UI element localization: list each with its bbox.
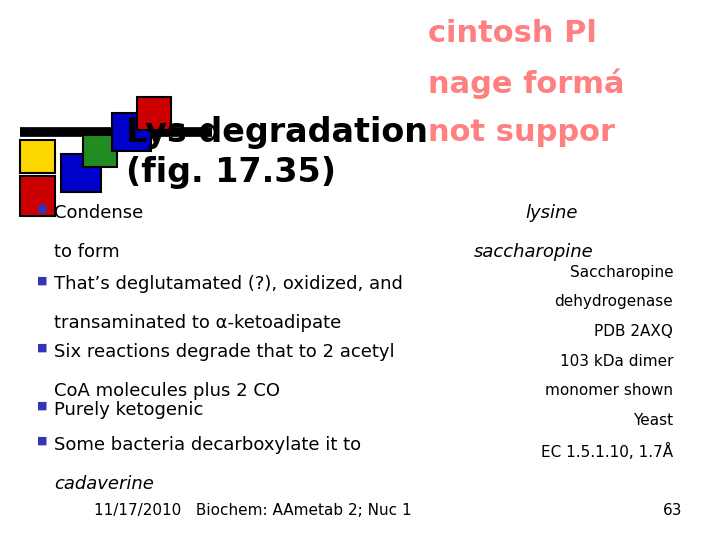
Text: cadaverine: cadaverine	[54, 475, 154, 492]
Text: to form: to form	[54, 243, 125, 261]
Text: ■: ■	[37, 204, 48, 214]
Text: cintosh Pl: cintosh Pl	[428, 19, 598, 48]
Text: not suppor: not suppor	[428, 118, 616, 147]
Text: Lys degradation
(fig. 17.35): Lys degradation (fig. 17.35)	[126, 116, 428, 188]
Bar	[61, 154, 101, 192]
Text: ■: ■	[37, 436, 48, 446]
Text: Yeast: Yeast	[633, 413, 673, 428]
Bar	[83, 135, 117, 167]
Bar	[20, 176, 55, 216]
Text: 11/17/2010   Biochem: AAmetab 2; Nuc 1: 11/17/2010 Biochem: AAmetab 2; Nuc 1	[94, 503, 411, 518]
Text: monomer shown: monomer shown	[545, 383, 673, 399]
Text: ■: ■	[37, 401, 48, 411]
Text: Six reactions degrade that to 2 acetyl: Six reactions degrade that to 2 acetyl	[54, 343, 395, 361]
Text: That’s deglutamated (?), oxidized, and: That’s deglutamated (?), oxidized, and	[54, 275, 403, 293]
Text: transaminated to α-ketoadipate: transaminated to α-ketoadipate	[54, 314, 341, 332]
Text: ■: ■	[37, 343, 48, 353]
Text: 103 kDa dimer: 103 kDa dimer	[559, 354, 673, 369]
Text: 63: 63	[662, 503, 682, 518]
Text: ■: ■	[37, 275, 48, 286]
Text: Purely ketogenic: Purely ketogenic	[54, 401, 203, 418]
Text: Saccharopine: Saccharopine	[570, 265, 673, 280]
Text: Some bacteria decarboxylate it to: Some bacteria decarboxylate it to	[54, 436, 361, 454]
Text: dehydrogenase: dehydrogenase	[554, 294, 673, 309]
Text: PDB 2AXQ: PDB 2AXQ	[594, 324, 673, 339]
Text: saccharopine: saccharopine	[473, 243, 593, 261]
Text: nage formá: nage formá	[428, 69, 625, 99]
Text: EC 1.5.1.10, 1.7Å: EC 1.5.1.10, 1.7Å	[541, 443, 673, 460]
Bar	[112, 113, 151, 151]
Text: lysine: lysine	[526, 204, 578, 222]
Text: Condense: Condense	[54, 204, 149, 222]
Bar	[137, 97, 171, 130]
Text: CoA molecules plus 2 CO: CoA molecules plus 2 CO	[54, 382, 280, 400]
Bar	[20, 140, 55, 173]
